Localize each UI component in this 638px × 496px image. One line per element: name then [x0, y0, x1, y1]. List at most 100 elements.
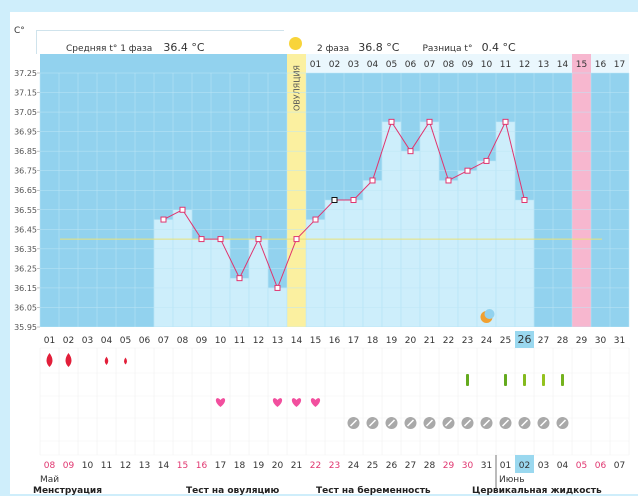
cycle-day-label: 01	[44, 336, 55, 346]
moon-icon-cutout	[484, 309, 495, 319]
date-label: 18	[234, 461, 246, 471]
ovulation-sun-icon	[289, 37, 302, 50]
legend-menstruation: Менструация	[33, 486, 102, 496]
cycle-day-label: 08	[177, 336, 189, 346]
temp-bar	[495, 121, 516, 328]
pill-icon-line	[482, 419, 491, 427]
y-tick-label: 36.75	[14, 167, 37, 176]
heart-icon	[272, 398, 283, 407]
pill-icon-line	[444, 419, 453, 427]
ovulation-test-icon	[466, 374, 469, 386]
cycle-day-label: 27	[538, 336, 549, 346]
pill-icon-line	[425, 419, 434, 427]
date-label: 12	[120, 461, 131, 471]
pill-icon-line	[368, 419, 377, 427]
temp-bar	[324, 199, 345, 328]
blood-drop-icon	[104, 356, 109, 365]
y-tick-label: 36.65	[14, 186, 37, 195]
date-label: 27	[405, 461, 416, 471]
cycle-day-label: 04	[101, 336, 113, 346]
ovulation-test-icon	[504, 374, 507, 386]
cycle-day-label: 11	[234, 336, 245, 346]
month-may: Май	[40, 475, 60, 485]
phase2-day-label: 11	[500, 60, 511, 70]
phase2-day-label: 12	[519, 60, 530, 70]
date-label: 29	[443, 461, 455, 471]
temperature-point	[445, 177, 452, 184]
cycle-day-label: 12	[253, 336, 264, 346]
phase2-label: 2 фаза	[317, 44, 350, 54]
date-label: 08	[44, 461, 56, 471]
temperature-point	[369, 177, 376, 184]
y-tick-label: 36.55	[14, 206, 37, 215]
date-label: 24	[348, 461, 360, 471]
temperature-point	[179, 206, 186, 213]
phase2-day-label: 07	[424, 60, 435, 70]
phase2-value: 36.8 °C	[358, 41, 400, 54]
heart-icon	[291, 398, 302, 407]
temp-bar	[191, 238, 212, 328]
cycle-day-label: 31	[614, 336, 625, 346]
cycle-day-label: 22	[443, 336, 454, 346]
cycle-day-label: 28	[557, 336, 569, 346]
heart-icon	[215, 398, 226, 407]
date-label: 06	[595, 461, 607, 471]
phase1-header	[36, 30, 284, 54]
phase2-day-label: 09	[462, 60, 474, 70]
cycle-day-label: 02	[63, 336, 74, 346]
temperature-point	[236, 275, 243, 282]
blood-drop-icon	[65, 353, 72, 367]
ovulation-test-icon	[523, 374, 526, 386]
diff-value: 0.4 °C	[481, 41, 516, 54]
date-label: 26	[386, 461, 398, 471]
legend-cervical: Цервикальная жидкость	[472, 486, 602, 496]
ovulation-test-icon	[561, 374, 564, 386]
temperature-point	[350, 197, 357, 203]
cycle-day-label: 30	[595, 336, 607, 346]
pill-icon-line	[387, 419, 396, 427]
date-label: 01	[500, 461, 511, 471]
date-label: 04	[557, 461, 569, 471]
temperature-point	[274, 284, 281, 291]
date-label: 02	[519, 461, 530, 471]
legend-ovulation-test: Тест на овуляцию	[186, 486, 280, 496]
cycle-day-label: 29	[576, 336, 588, 346]
temp-bar	[229, 277, 250, 328]
temperature-point	[426, 118, 433, 125]
y-tick-label: 36.95	[14, 128, 37, 137]
phase2-day-label: 02	[329, 60, 340, 70]
temp-bar	[343, 199, 364, 328]
cycle-day-label: 25	[500, 336, 511, 346]
phase1-label: Средняя t° 1 фаза	[66, 44, 153, 54]
phase2-day-label: 08	[443, 60, 455, 70]
date-label: 21	[291, 461, 302, 471]
date-label: 17	[215, 461, 226, 471]
date-label: 31	[481, 461, 492, 471]
temperature-point	[407, 148, 414, 155]
blood-drop-icon	[124, 357, 127, 365]
temp-bar	[438, 180, 459, 328]
pill-icon-line	[349, 419, 358, 427]
diff-label: Разница t°	[422, 44, 473, 54]
temperature-point	[217, 236, 224, 243]
phase2-day-label: 03	[348, 60, 359, 70]
cycle-day-label: 17	[348, 336, 359, 346]
phase2-day-label: 06	[405, 60, 417, 70]
lower-panel	[40, 327, 629, 470]
phase2-info: 2 фаза 36.8 °C Разница t° 0.4 °C	[317, 36, 516, 55]
cycle-day-label: 26	[518, 333, 532, 346]
y-tick-label: 36.25	[14, 264, 37, 273]
date-label: 13	[139, 461, 150, 471]
cycle-day-label: 14	[291, 336, 303, 346]
cycle-day-label: 24	[481, 336, 493, 346]
unit-label: C°	[14, 26, 25, 36]
date-label: 28	[424, 461, 436, 471]
date-label: 14	[158, 461, 170, 471]
phase2-day-label: 10	[481, 60, 493, 70]
cycle-day-label: 16	[329, 336, 341, 346]
blood-drop-icon	[46, 353, 53, 367]
date-label: 10	[82, 461, 94, 471]
legend-pregnancy-test: Тест на беременность	[316, 486, 431, 496]
temp-bar	[362, 180, 383, 328]
